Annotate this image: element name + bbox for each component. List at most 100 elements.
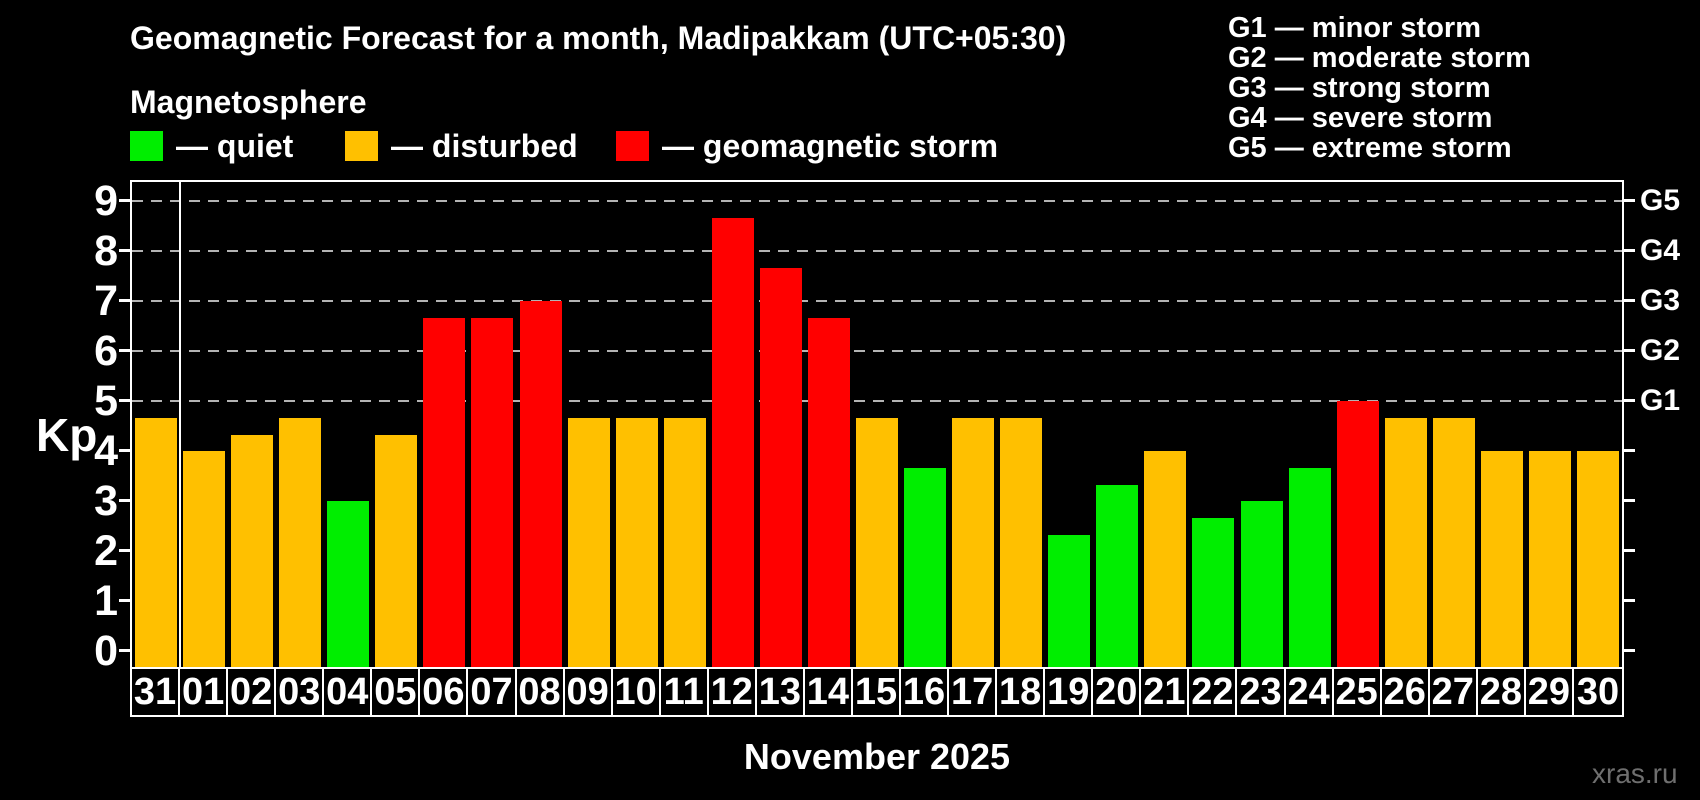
y-tick-label-9: 9 — [94, 177, 118, 225]
y-tick-left-2 — [119, 549, 130, 552]
right-axis-label-g5: G5 — [1640, 184, 1681, 217]
bar-24 — [1288, 467, 1331, 667]
right-axis-label-g4: G4 — [1640, 234, 1681, 267]
date-cell-14: 14 — [805, 669, 853, 715]
date-cell-17: 17 — [949, 669, 998, 715]
bar-11 — [663, 417, 706, 667]
y-axis-title: Kp — [36, 409, 98, 461]
bar-04 — [327, 501, 370, 667]
y-tick-left-3 — [119, 499, 130, 502]
y-tick-right-6 — [1624, 349, 1635, 352]
y-tick-right-9 — [1624, 199, 1635, 202]
watermark: xras.ru — [1592, 758, 1678, 789]
bar-08 — [519, 301, 562, 667]
bar-21 — [1144, 451, 1187, 667]
y-tick-label-0: 0 — [94, 627, 118, 675]
y-tick-right-4 — [1624, 449, 1635, 452]
date-cell-19: 19 — [1045, 669, 1094, 715]
date-cell-25: 25 — [1334, 669, 1382, 715]
date-cell-15: 15 — [853, 669, 902, 715]
bar-13 — [759, 267, 802, 667]
legend-item-storm: — geomagnetic storm — [616, 128, 999, 164]
y-tick-right-8 — [1624, 249, 1635, 252]
y-tick-left-8 — [119, 249, 130, 252]
y-tick-label-6: 6 — [94, 327, 118, 375]
y-tick-label-8: 8 — [94, 227, 118, 275]
y-tick-right-3 — [1624, 499, 1635, 502]
date-cell-06: 06 — [420, 669, 469, 715]
bar-25 — [1336, 401, 1379, 667]
y-tick-label-7: 7 — [94, 277, 118, 325]
bar-17 — [952, 417, 995, 667]
month-label: November 2025 — [743, 736, 1011, 777]
y-tick-label-3: 3 — [94, 477, 118, 525]
g5-legend-line: G5 — extreme storm — [1228, 132, 1512, 164]
date-cell-24: 24 — [1286, 669, 1334, 715]
bar-01 — [183, 451, 226, 667]
quiet-color-swatch — [130, 131, 163, 161]
gridline-kp7 — [132, 300, 1622, 302]
date-cell-21: 21 — [1141, 669, 1190, 715]
date-cell-01: 01 — [180, 669, 229, 715]
y-tick-right-0 — [1624, 649, 1635, 652]
bar-03 — [279, 417, 322, 667]
y-tick-right-1 — [1624, 599, 1635, 602]
y-tick-label-1: 1 — [94, 577, 118, 625]
y-tick-left-9 — [119, 199, 130, 202]
plot-area — [130, 180, 1624, 669]
date-cell-30: 30 — [1576, 671, 1620, 713]
bar-26 — [1384, 417, 1427, 667]
gridline-kp6 — [132, 350, 1622, 352]
bar-09 — [567, 417, 610, 667]
month-separator-line — [179, 182, 182, 667]
gridline-kp8 — [132, 250, 1622, 252]
y-tick-label-2: 2 — [94, 527, 118, 575]
bar-16 — [904, 467, 947, 667]
y-tick-left-0 — [119, 649, 130, 652]
date-cell-28: 28 — [1478, 669, 1526, 715]
y-tick-left-6 — [119, 349, 130, 352]
y-tick-right-5 — [1624, 399, 1635, 402]
bar-28 — [1480, 451, 1523, 667]
bar-31 — [135, 417, 178, 667]
date-cell-03: 03 — [276, 669, 325, 715]
y-tick-right-2 — [1624, 549, 1635, 552]
bar-10 — [615, 417, 658, 667]
right-axis-label-g3: G3 — [1640, 284, 1681, 317]
magnetosphere-label: Magnetosphere — [130, 84, 367, 120]
bar-29 — [1528, 451, 1571, 667]
date-cell-09: 09 — [565, 669, 613, 715]
bar-20 — [1096, 484, 1139, 667]
gridline-kp5 — [132, 400, 1622, 402]
date-cell-22: 22 — [1189, 669, 1238, 715]
right-axis-label-g1: G1 — [1640, 384, 1681, 417]
bar-12 — [711, 217, 754, 667]
date-cell-18: 18 — [997, 669, 1046, 715]
g2-legend-line: G2 — moderate storm — [1228, 42, 1531, 74]
disturbed-legend-label: — disturbed — [391, 128, 578, 164]
bar-30 — [1576, 451, 1619, 667]
chart-title: Geomagnetic Forecast for a month, Madipa… — [130, 20, 1067, 56]
bar-15 — [856, 417, 898, 667]
y-tick-label-5: 5 — [94, 377, 118, 425]
y-tick-label-4: 4 — [94, 427, 118, 475]
g4-legend-line: G4 — severe storm — [1228, 102, 1493, 134]
bar-14 — [807, 317, 850, 667]
date-cell-27: 27 — [1430, 669, 1478, 715]
y-tick-left-1 — [119, 599, 130, 602]
date-cell-31: 31 — [132, 669, 181, 715]
date-cell-12: 12 — [709, 669, 757, 715]
bar-06 — [423, 317, 466, 667]
y-tick-left-5 — [119, 399, 130, 402]
y-tick-left-7 — [119, 299, 130, 302]
date-cell-26: 26 — [1382, 669, 1430, 715]
bar-07 — [471, 317, 514, 667]
bar-02 — [231, 434, 274, 667]
x-axis-date-row: 31 01 02 03 04 05 06 07 08 09 10 11 12 13 14 15 16 17 18 19… — [130, 667, 1624, 717]
g-scale-legend: G1 — minor storm G2 — moderate storm G3 … — [1228, 13, 1531, 163]
disturbed-color-swatch — [345, 131, 378, 161]
date-cell-23: 23 — [1237, 669, 1286, 715]
legend-item-quiet: — quiet — [130, 130, 293, 162]
storm-legend-label: — geomagnetic storm — [662, 128, 999, 164]
date-cell-04: 04 — [324, 669, 373, 715]
